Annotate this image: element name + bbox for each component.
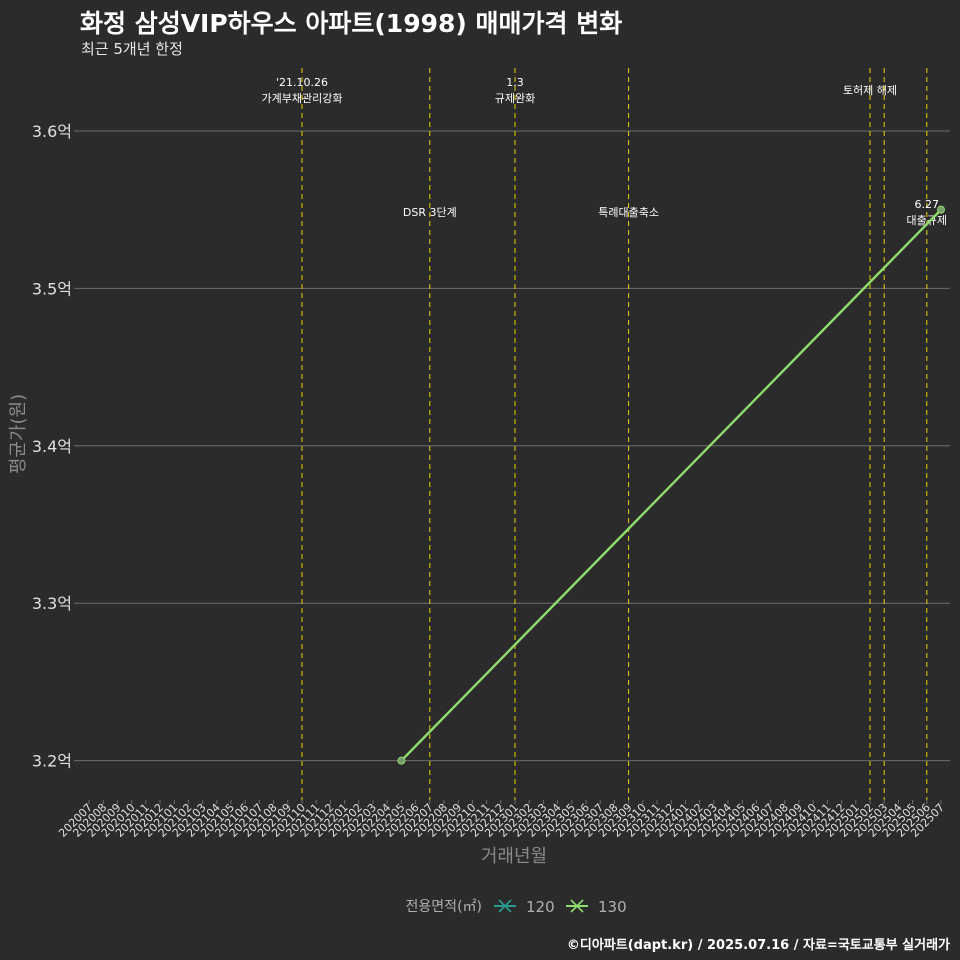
grid-layer bbox=[78, 130, 950, 762]
y-tick-label: 3.3억 bbox=[32, 594, 72, 613]
event-label: 가계부채관리강화 bbox=[262, 92, 343, 105]
x-axis-title: 거래년월 bbox=[481, 846, 547, 867]
y-tick-label: 3.4억 bbox=[32, 437, 72, 456]
legend-key-cross bbox=[570, 899, 584, 913]
legend-key-cross bbox=[498, 899, 512, 913]
axis-layer: 3.2억3.3억3.4억3.5억3.6억20200720200820200920… bbox=[8, 122, 947, 867]
y-tick-label: 3.6억 bbox=[32, 122, 72, 141]
event-label: 1.3 bbox=[506, 76, 524, 89]
event-label: 특례대출축소 bbox=[598, 206, 659, 219]
series-line-130 bbox=[400, 208, 942, 762]
data-point-130 bbox=[937, 205, 945, 214]
y-axis-title: 평균가(원) bbox=[8, 394, 29, 474]
legend-entry-label: 120 bbox=[526, 898, 555, 916]
y-tick-label: 3.5억 bbox=[32, 279, 72, 298]
event-label: '21.10.26 bbox=[276, 76, 328, 89]
event-label: DSR 3단계 bbox=[403, 206, 457, 219]
event-label: 규제완화 bbox=[495, 92, 535, 105]
event-label: 6.27 bbox=[915, 198, 940, 211]
chart-title: 화정 삼성VIP하우스 아파트(1998) 매매가격 변화 bbox=[80, 9, 623, 38]
series-layer bbox=[397, 205, 945, 765]
event-label: 대출규제 bbox=[907, 214, 947, 227]
legend-entry-label: 130 bbox=[598, 898, 627, 916]
legend: 전용면적(㎡) 120 130 bbox=[406, 898, 627, 916]
legend-title: 전용면적(㎡) bbox=[406, 899, 482, 915]
data-point-130 bbox=[397, 756, 406, 765]
source-caption: ©디아파트(dapt.kr) / 2025.07.16 / 자료=국토교통부 실… bbox=[566, 938, 950, 953]
y-tick-label: 3.2억 bbox=[32, 752, 72, 771]
event-label: 토허제 해제 bbox=[843, 83, 897, 97]
chart-subtitle: 최근 5개년 한정 bbox=[81, 40, 183, 58]
